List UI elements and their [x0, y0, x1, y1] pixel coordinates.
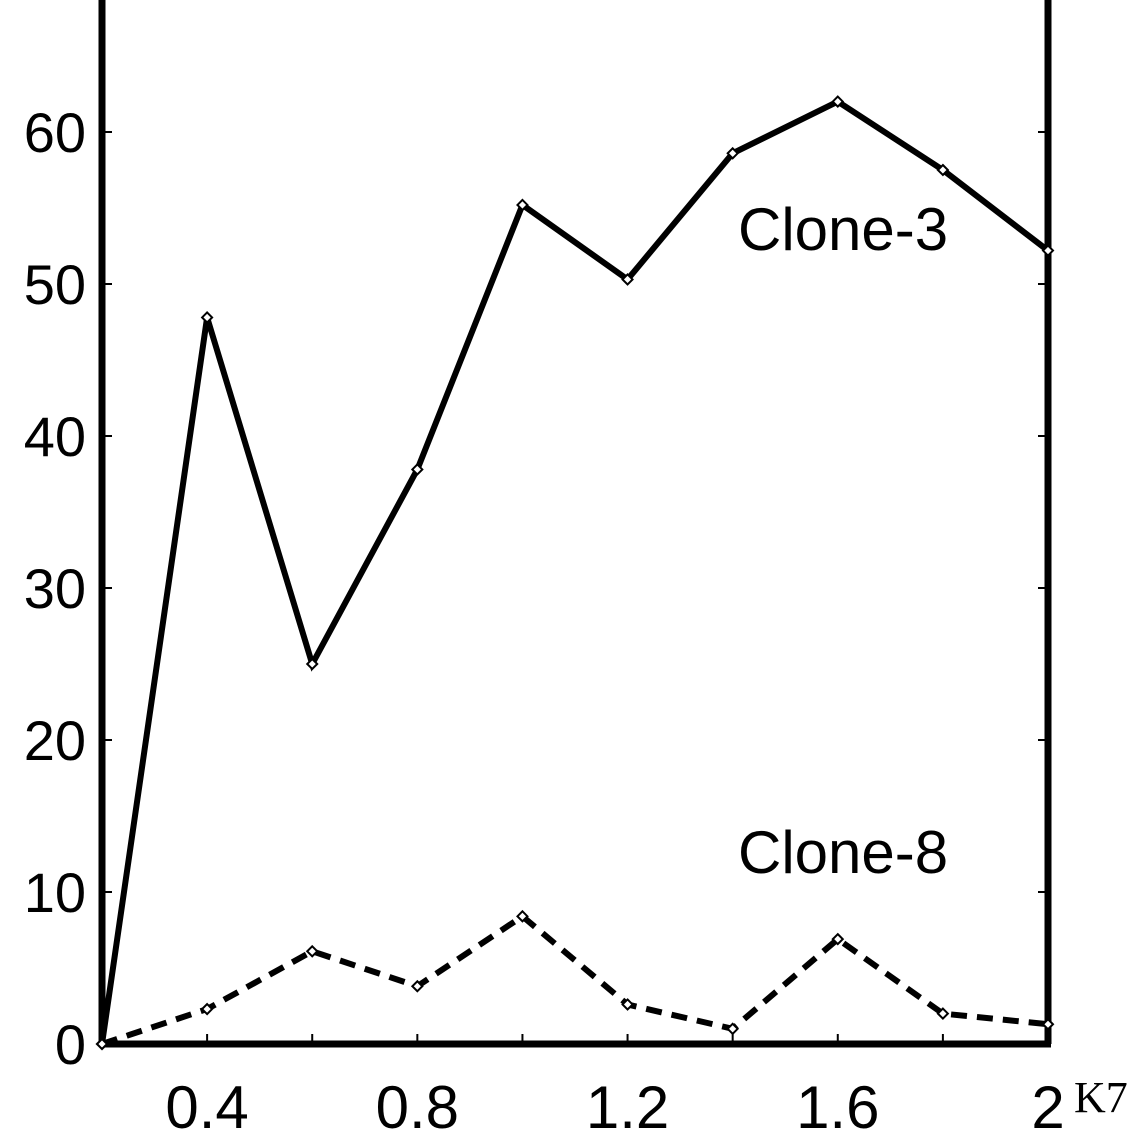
data-point-clone-3	[831, 95, 845, 109]
y-tick-label: 30	[24, 557, 86, 620]
y-tick-label: 50	[24, 253, 86, 316]
x-tick-label: 0.4	[165, 1074, 248, 1136]
y-tick-label: 60	[24, 101, 86, 164]
y-tick-label: 20	[24, 709, 86, 772]
data-point-clone-3	[936, 163, 950, 177]
series-layer	[95, 95, 1055, 1051]
y-tick-label: 10	[24, 861, 86, 924]
data-point-clone-3	[305, 657, 319, 671]
x-tick-label: 1.6	[796, 1074, 879, 1136]
data-point-clone-3	[621, 273, 634, 286]
series-label-clone-3: Clone-3	[738, 196, 948, 263]
series-label-clone-8: Clone-8	[738, 819, 948, 886]
data-point-clone-8	[95, 1037, 109, 1051]
data-point-clone-8	[410, 979, 424, 993]
data-point-clone-8	[831, 932, 845, 946]
y-tick-label: 40	[24, 405, 86, 468]
axes	[98, 0, 1052, 1048]
data-point-clone-8	[305, 944, 319, 958]
x-tick-label: 2	[1031, 1074, 1064, 1136]
data-point-clone-3	[1041, 244, 1055, 257]
data-point-clone-8	[516, 909, 529, 923]
data-point-clone-3	[726, 146, 740, 160]
data-point-clone-8	[200, 1002, 214, 1016]
x-tick-label: 0.8	[376, 1074, 459, 1136]
ticks: 0 10 20 30 40 50 60 0.4 0.8 1.2 1.6 2	[24, 101, 1065, 1136]
y-tick-label: 0	[55, 1013, 86, 1076]
labels: Clone-3 Clone-8 K7	[738, 196, 1128, 1122]
data-point-clone-8	[1041, 1017, 1055, 1031]
data-point-clone-8	[726, 1022, 740, 1036]
data-point-clone-3	[410, 463, 424, 476]
series-line-clone-8	[101, 912, 1049, 1047]
data-point-clone-8	[621, 998, 634, 1011]
data-point-clone-3	[516, 198, 529, 212]
data-point-clone-3	[200, 311, 214, 324]
data-point-clone-8	[936, 1007, 950, 1021]
x-axis-label: K7	[1074, 1073, 1128, 1122]
series-line-clone-3	[99, 98, 1050, 1045]
x-tick-label: 1.2	[586, 1074, 669, 1136]
